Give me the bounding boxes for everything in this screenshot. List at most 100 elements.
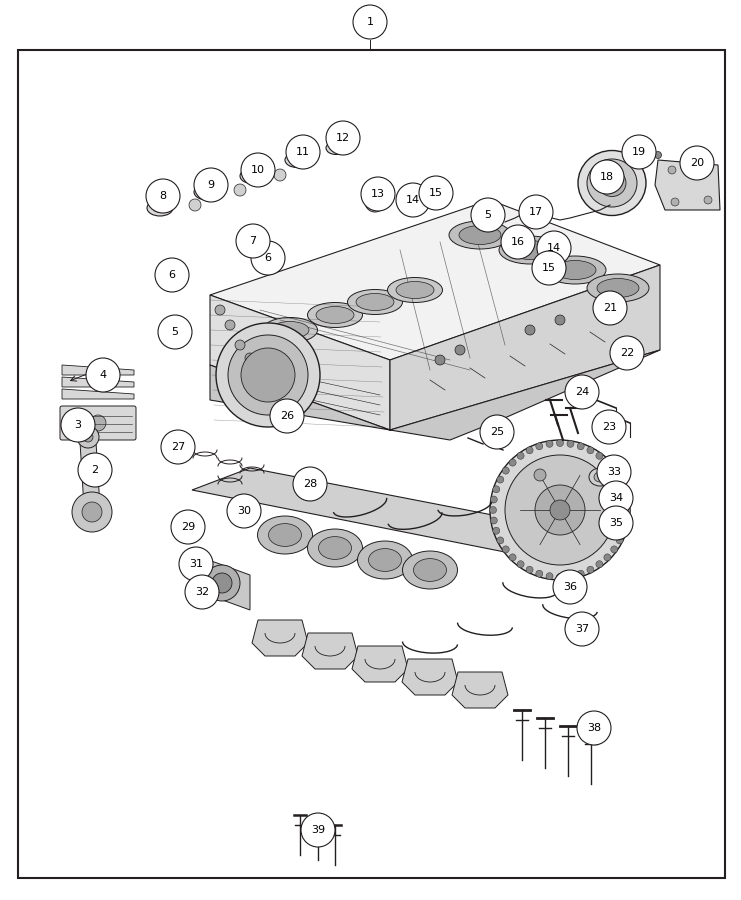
Circle shape <box>668 166 676 174</box>
Circle shape <box>546 440 553 447</box>
Circle shape <box>77 426 99 448</box>
Text: 6: 6 <box>265 253 271 263</box>
Circle shape <box>577 443 584 450</box>
Text: 12: 12 <box>336 133 350 143</box>
Circle shape <box>241 348 295 402</box>
Ellipse shape <box>194 184 220 200</box>
Circle shape <box>604 459 611 466</box>
Ellipse shape <box>594 472 606 482</box>
Polygon shape <box>62 389 134 399</box>
Text: 17: 17 <box>529 207 543 217</box>
Text: 22: 22 <box>620 348 634 358</box>
Text: 8: 8 <box>159 191 167 201</box>
Circle shape <box>286 135 320 169</box>
Circle shape <box>490 440 630 580</box>
Circle shape <box>587 566 594 573</box>
Circle shape <box>194 168 228 202</box>
Circle shape <box>353 5 387 39</box>
Text: 34: 34 <box>609 493 623 503</box>
Circle shape <box>536 443 543 450</box>
Text: 21: 21 <box>603 303 617 313</box>
Circle shape <box>496 537 504 544</box>
Polygon shape <box>210 350 660 440</box>
Circle shape <box>590 160 624 194</box>
Text: 38: 38 <box>587 723 601 733</box>
Polygon shape <box>195 555 250 610</box>
Circle shape <box>622 135 656 169</box>
Circle shape <box>501 225 535 259</box>
Circle shape <box>301 813 335 847</box>
Text: 5: 5 <box>485 210 491 220</box>
Ellipse shape <box>589 468 611 486</box>
Polygon shape <box>210 295 390 430</box>
Ellipse shape <box>544 256 606 284</box>
Circle shape <box>284 412 296 424</box>
Ellipse shape <box>271 321 309 338</box>
Text: 3: 3 <box>75 420 82 430</box>
Circle shape <box>72 492 112 532</box>
Circle shape <box>534 469 546 481</box>
Polygon shape <box>390 265 660 430</box>
Circle shape <box>419 176 453 210</box>
Circle shape <box>396 183 430 217</box>
Text: 36: 36 <box>563 582 577 592</box>
Polygon shape <box>80 442 100 507</box>
Circle shape <box>565 375 599 409</box>
Text: 15: 15 <box>542 263 556 273</box>
Circle shape <box>361 177 395 211</box>
Ellipse shape <box>598 169 626 196</box>
Ellipse shape <box>316 307 354 323</box>
Text: 6: 6 <box>168 270 176 280</box>
Text: 11: 11 <box>296 147 310 157</box>
Text: 28: 28 <box>303 479 317 489</box>
Circle shape <box>502 467 509 474</box>
Circle shape <box>493 527 499 535</box>
Circle shape <box>517 453 524 459</box>
Ellipse shape <box>554 260 596 280</box>
Ellipse shape <box>330 144 342 151</box>
Circle shape <box>622 496 630 503</box>
Text: 15: 15 <box>429 188 443 198</box>
Circle shape <box>161 430 195 464</box>
Text: 24: 24 <box>575 387 589 397</box>
Circle shape <box>502 546 509 553</box>
Ellipse shape <box>290 156 304 164</box>
Ellipse shape <box>240 168 264 184</box>
Polygon shape <box>62 377 134 387</box>
Ellipse shape <box>308 302 362 328</box>
Text: 14: 14 <box>547 243 561 253</box>
Text: 26: 26 <box>280 411 294 421</box>
Circle shape <box>617 537 623 544</box>
Circle shape <box>567 440 574 447</box>
Circle shape <box>622 517 630 524</box>
Ellipse shape <box>357 541 413 579</box>
Text: 35: 35 <box>609 518 623 528</box>
Circle shape <box>490 507 496 514</box>
Ellipse shape <box>449 221 511 249</box>
Circle shape <box>553 570 587 604</box>
Circle shape <box>519 195 553 229</box>
Ellipse shape <box>348 290 402 314</box>
Ellipse shape <box>200 187 214 196</box>
Circle shape <box>592 410 626 444</box>
Text: 20: 20 <box>690 158 704 168</box>
Circle shape <box>491 517 497 524</box>
Text: 33: 33 <box>607 467 621 477</box>
Text: 37: 37 <box>575 624 589 634</box>
Ellipse shape <box>402 551 457 589</box>
Circle shape <box>241 153 275 187</box>
Circle shape <box>546 572 553 580</box>
Circle shape <box>496 476 504 483</box>
Circle shape <box>227 494 261 528</box>
Circle shape <box>701 169 709 177</box>
Ellipse shape <box>597 278 639 298</box>
Circle shape <box>532 251 566 285</box>
Text: 14: 14 <box>406 195 420 205</box>
Circle shape <box>596 453 603 459</box>
Circle shape <box>179 547 213 581</box>
Circle shape <box>245 353 255 363</box>
Circle shape <box>517 561 524 568</box>
Circle shape <box>491 496 497 503</box>
Ellipse shape <box>308 529 362 567</box>
Text: 7: 7 <box>250 236 256 246</box>
